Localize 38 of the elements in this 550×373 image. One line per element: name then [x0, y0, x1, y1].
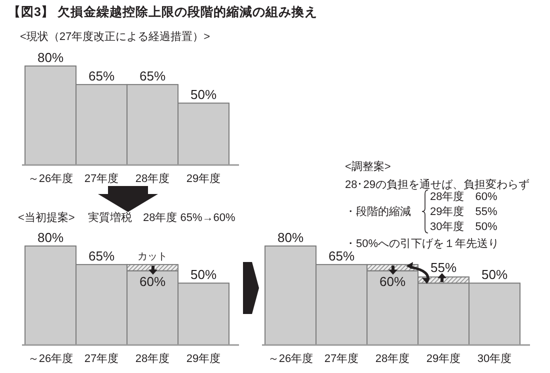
- x-tick-label: 28年度: [135, 352, 170, 365]
- x-tick-label: 29年度: [186, 172, 221, 185]
- data-label: 65%: [88, 68, 115, 84]
- annotation: ・50%への引下げを１年先送り: [345, 237, 500, 250]
- x-tick-label: ～26年度: [268, 352, 314, 365]
- x-tick-label: 27年度: [324, 352, 359, 365]
- text: ・段階的縮減: [345, 205, 411, 218]
- data-label: 50%: [190, 87, 217, 102]
- chart-title: 【図3】 欠損金繰越控除上限の段階的縮減の組み換え: [8, 4, 318, 19]
- data-label: 80%: [277, 230, 304, 245]
- chart-title: <調整案>: [345, 160, 391, 173]
- chart-subtitle: 実質増税 28年度 65%→60%: [88, 211, 236, 224]
- text: 30年度 50%: [430, 220, 498, 233]
- x-tick-label: 29年度: [426, 352, 461, 365]
- data-label: 80%: [37, 50, 64, 65]
- data-label: 80%: [37, 230, 64, 245]
- annotation: カット: [138, 252, 168, 263]
- text: 28年度 60%: [430, 190, 498, 203]
- text: 29年度 55%: [430, 205, 498, 218]
- x-tick-label: 30年度: [477, 352, 512, 365]
- text: 28･29の負担を通せば、負担変わらず: [345, 178, 530, 191]
- data-label: 60%: [379, 274, 406, 289]
- x-tick-label: 28年度: [135, 172, 170, 185]
- chart-subtitle: <現状（27年度改正による経過措置）>: [20, 30, 210, 43]
- x-tick-label: 27年度: [84, 172, 119, 185]
- data-label: 60%: [139, 274, 166, 289]
- data-label: 65%: [139, 68, 166, 84]
- x-tick-label: 28年度: [375, 352, 410, 365]
- x-tick-label: ～26年度: [28, 172, 74, 185]
- x-tick-label: 29年度: [186, 352, 221, 365]
- data-label: 65%: [88, 248, 115, 264]
- x-tick-label: ～26年度: [28, 352, 74, 365]
- chart-title: <当初提案>: [18, 211, 75, 224]
- data-label: 50%: [190, 267, 217, 282]
- data-label: 65%: [328, 248, 355, 264]
- data-label: 50%: [481, 267, 508, 282]
- annotation: 55%: [430, 260, 457, 275]
- x-tick-label: 27年度: [84, 352, 119, 365]
